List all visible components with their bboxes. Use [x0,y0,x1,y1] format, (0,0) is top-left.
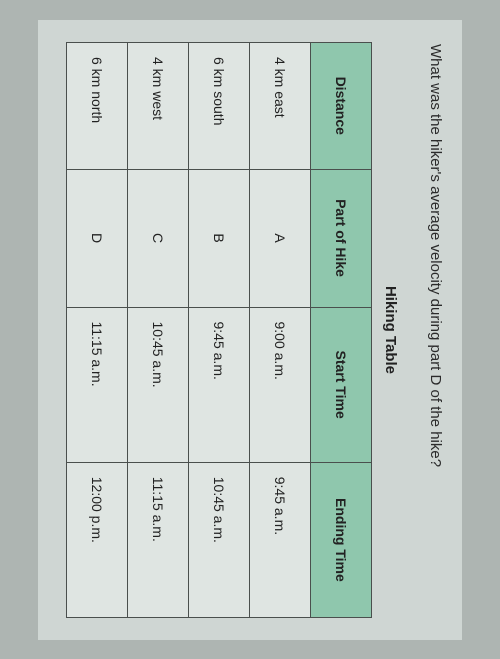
cell-start: 10:45 a.m. [128,307,189,462]
hiking-table-wrapper: Hiking Table Distance Part of Hike Start… [66,42,409,618]
cell-end: 10:45 a.m. [189,462,250,617]
table-row: 4 km west C 10:45 a.m. 11:15 a.m. [128,42,189,617]
cell-distance: 4 km west [128,42,189,169]
col-part: Part of Hike [311,169,372,307]
cell-part: C [128,169,189,307]
cell-end: 11:15 a.m. [128,462,189,617]
cell-part: D [67,169,128,307]
col-start-time: Start Time [311,307,372,462]
table-title: Hiking Table [372,42,409,618]
cell-start: 9:00 a.m. [250,307,311,462]
page: What was the hiker's average velocity du… [38,20,462,640]
col-end-time: Ending Time [311,462,372,617]
table-row: 4 km east A 9:00 a.m. 9:45 a.m. [250,42,311,617]
hiking-table: Hiking Table Distance Part of Hike Start… [66,42,409,618]
cell-end: 12:00 p.m. [67,462,128,617]
cell-distance: 4 km east [250,42,311,169]
cell-distance: 6 km north [67,42,128,169]
col-distance: Distance [311,42,372,169]
question-text: What was the hiker's average velocity du… [427,44,444,618]
table-row: 6 km north D 11:15 a.m. 12:00 p.m. [67,42,128,617]
table-row: 6 km south B 9:45 a.m. 10:45 a.m. [189,42,250,617]
cell-part: A [250,169,311,307]
cell-end: 9:45 a.m. [250,462,311,617]
cell-part: B [189,169,250,307]
table-header-row: Distance Part of Hike Start Time Ending … [311,42,372,617]
cell-distance: 6 km south [189,42,250,169]
cell-start: 11:15 a.m. [67,307,128,462]
cell-start: 9:45 a.m. [189,307,250,462]
